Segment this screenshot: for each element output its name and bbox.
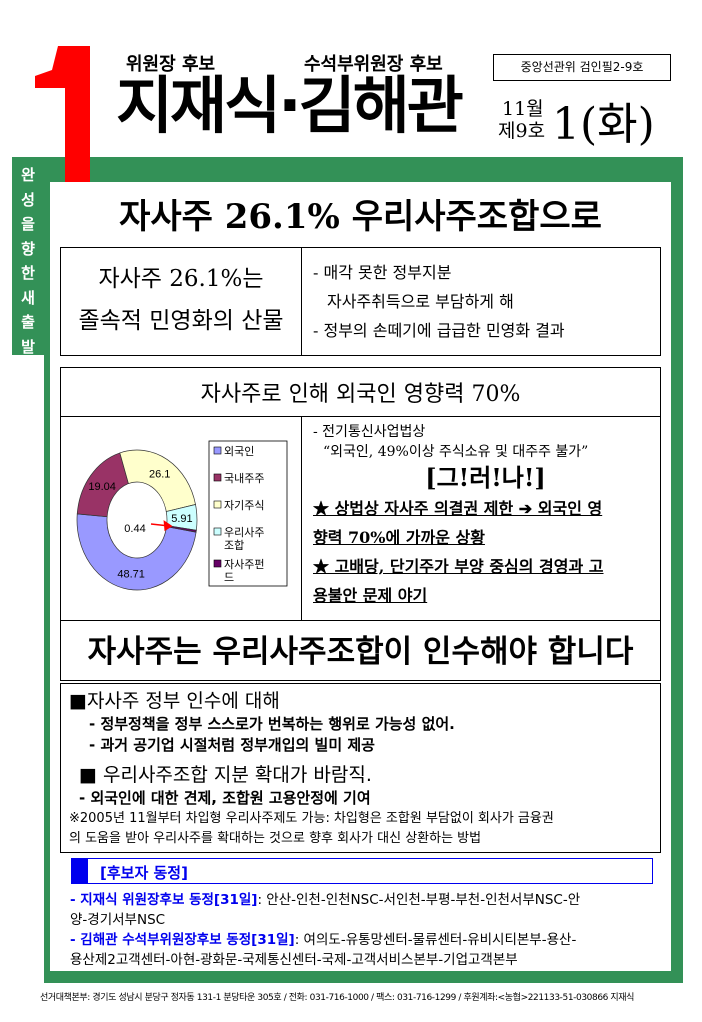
section-proposal: ■자사주 정부 인수에 대해 - 정부정책을 정부 스스로가 번복하는 행위로 …	[60, 683, 661, 853]
activity-item-2-route: : 여의도-유통망센터-물류센터-유비시티본부-용산-	[294, 932, 577, 948]
row-divider	[61, 416, 660, 417]
activity-header-bar	[72, 859, 88, 883]
issue-month: 11월	[502, 98, 544, 120]
role-label-1: 위원장 후보	[126, 54, 216, 75]
legend-label: 자사주펀	[224, 558, 264, 571]
legend-label: 국내주주	[224, 472, 264, 485]
sidebar-slogan-char: 발	[21, 337, 35, 356]
law-line-2: “외국인, 49%이상 주식소유 및 대주주 불가”	[323, 444, 589, 460]
proposal-bullet-1: - 정부정책을 정부 스스로가 번복하는 행위로 가능성 없어.	[89, 715, 455, 733]
star-point-1-cont: 향력 70%에 가까운 상황	[313, 528, 485, 547]
divider	[301, 248, 302, 355]
influence-title: 자사주로 인해 외국인 영향력 70%	[200, 382, 521, 407]
issue-number: 제9호	[498, 120, 546, 142]
legend-label: 우리사주	[224, 526, 264, 539]
approval-text: 중앙선관위 검인필2-9호	[520, 60, 644, 74]
origin-line-1: 자사주 26.1%는	[98, 266, 264, 292]
activity-item-2-label: - 김해관 수석부위원장후보 동정[31일]	[70, 932, 295, 948]
approval-stamp: 중앙선관위 검인필2-9호	[493, 54, 671, 81]
origin-point-1: - 매각 못한 정부지분	[313, 263, 452, 282]
donut-value-label: 26.1	[149, 468, 170, 480]
legend-label: 조합	[224, 539, 244, 552]
origin-point-2: - 정부의 손떼기에 급급한 민영화 결과	[313, 321, 565, 340]
activity-list: - 지재식 위원장후보 동정[31일]: 안산-인천-인천NSC-서인천-부평-…	[70, 890, 660, 970]
row-divider	[61, 620, 660, 621]
issue-day: 1(화)	[552, 88, 655, 152]
weekday: (화)	[580, 99, 655, 150]
label-pointer-arrowhead	[163, 520, 173, 532]
shareholder-donut-chart: 48.71 19.04 26.1 5.91 0.44 외국인국내주주자기주식우리사주조합자…	[76, 440, 288, 591]
donut-value-label: 48.71	[117, 569, 145, 581]
proposal-heading-1: ■자사주 정부 인수에 대해	[69, 690, 280, 712]
donut-value-label: 19.04	[88, 481, 116, 493]
note-line-2: 의 도움을 받아 우리사주를 확대하는 것으로 향후 회사가 대신 상환하는 방…	[69, 831, 482, 846]
note-line-1: ※2005년 11월부터 차입형 우리사주제도 가능: 차입형은 조합원 부담없…	[69, 811, 554, 826]
proposal-bullet-2: - 과거 공기업 시절처럼 정부개입의 빌미 제공	[89, 736, 375, 754]
legend-swatch	[213, 473, 222, 482]
origin-points: - 매각 못한 정부지분 자사주취득으로 부담하게 해 - 정부의 손떼기에 급…	[313, 258, 565, 345]
donut-slice-3	[119, 449, 196, 512]
legend-swatch	[213, 527, 222, 536]
sidebar-slogan-char: 성	[21, 190, 35, 209]
legend-label: 드	[224, 571, 234, 584]
candidate-names: 지재식·김해관	[116, 69, 464, 142]
role-label-2: 수석부위원장 후보	[304, 54, 443, 75]
law-line-1: - 전기통신사업법상	[313, 424, 426, 440]
activity-item-1-route-cont: 양-경기서부NSC	[70, 912, 166, 928]
section-origin: 자사주 26.1%는 졸속적 민영화의 산물 - 매각 못한 정부지분 자사주취…	[60, 247, 661, 356]
star-point-2: ★ 고배당, 단기주가 부양 중심의 경영과 고	[313, 557, 604, 576]
origin-headline: 자사주 26.1%는 졸속적 민영화의 산물	[61, 258, 301, 342]
col-divider	[301, 416, 302, 620]
activity-item-2-route-cont: 용산제2고객센터-아현-광화문-국제통신센터-국제-고객서비스본부-기업고객본부	[70, 952, 518, 968]
donut-value-label: 5.91	[171, 513, 192, 525]
activity-item-1-label: - 지재식 위원장후보 동정[31일]	[70, 892, 258, 908]
sidebar-slogan-char: 출	[21, 313, 35, 331]
activity-item-1: - 지재식 위원장후보 동정[31일]: 안산-인천-인천NSC-서인천-부평-…	[70, 890, 660, 910]
legend-label: 외국인	[224, 445, 254, 458]
legend-swatch	[213, 559, 222, 568]
origin-line-2: 졸속적 민영화의 산물	[78, 308, 284, 334]
influence-text: - 전기통신사업법상 “외국인, 49%이상 주식소유 및 대주주 불가” [그…	[313, 422, 658, 610]
legend-swatch	[213, 500, 222, 509]
main-title: 자사주 26.1% 우리사주조합으로	[119, 197, 602, 237]
activity-header: [후보자 동정]	[71, 858, 653, 884]
day-number: 1	[552, 99, 580, 150]
star-point-2-cont: 용불안 문제 야기	[313, 586, 428, 605]
proposal-bullet-3: - 외국인에 대한 견제, 조합원 고용안정에 기여	[79, 789, 371, 807]
footer-contact: 선거대책본부: 경기도 성남시 분당구 정자동 131-1 분당타운 305호 …	[40, 993, 635, 1003]
activity-heading: [후보자 동정]	[100, 864, 188, 882]
legend-label: 자기주식	[224, 499, 264, 512]
number-one-mark	[35, 46, 90, 182]
slogan: 자사주는 우리사주조합이 인수해야 합니다	[87, 634, 634, 670]
sidebar-slogan-char: 한	[21, 264, 35, 282]
star-point-1: ★ 상법상 자사주 의결권 제한 ➔ 외국인 영	[313, 499, 603, 518]
sidebar-slogan-char: 향	[21, 239, 35, 258]
sidebar-slogan-char: 완	[21, 166, 35, 184]
activity-item-2: - 김해관 수석부위원장후보 동정[31일]: 여의도-유통망센터-물류센터-유…	[70, 930, 660, 950]
activity-item-1-route: : 안산-인천-인천NSC-서인천-부평-부천-인천서부NSC-안	[257, 892, 581, 908]
origin-point-1-cont: 자사주취득으로 부담하게 해	[327, 292, 514, 311]
star-points: ★ 상법상 자사주 의결권 제한 ➔ 외국인 영 향력 70%에 가까운 상황 …	[313, 494, 658, 610]
sidebar-slogan-char: 을	[21, 215, 35, 233]
donut-slice-1	[76, 513, 197, 591]
however-callout: [그!러!나!]	[425, 463, 546, 492]
donut-value-label: 0.44	[124, 523, 145, 535]
section-foreign-influence: 자사주로 인해 외국인 영향력 70% 48.71 19.04 26.1 5.91 0.…	[60, 367, 661, 681]
proposal-heading-2: ■ 우리사주조합 지분 확대가 바람직.	[79, 764, 372, 786]
number-one-shape	[35, 46, 90, 182]
chart-legend	[208, 440, 288, 587]
legend-swatch	[213, 446, 222, 455]
sidebar-slogan-char: 새	[21, 288, 35, 307]
